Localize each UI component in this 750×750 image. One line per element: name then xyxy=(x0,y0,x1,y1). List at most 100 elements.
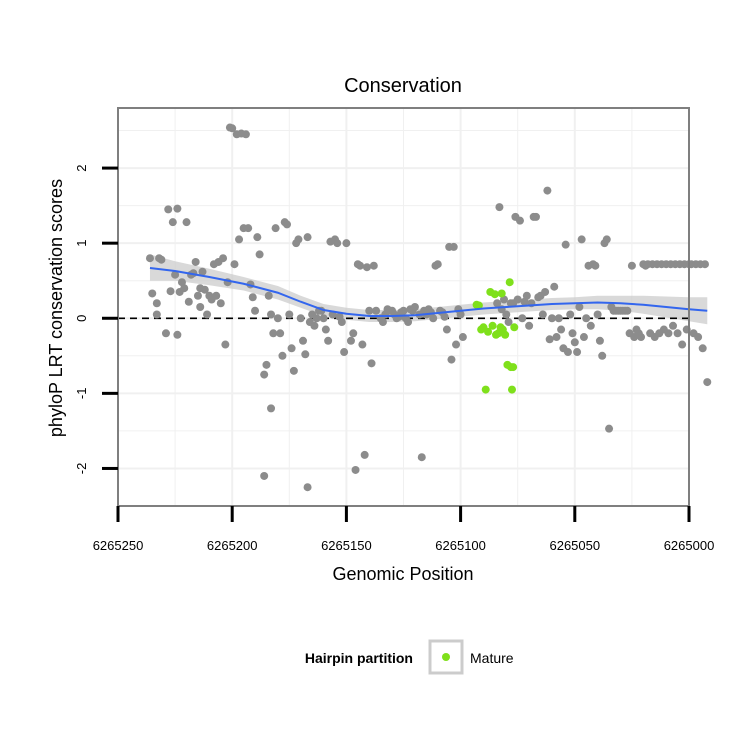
other-point xyxy=(212,291,221,300)
other-point xyxy=(296,314,305,323)
other-point xyxy=(294,235,303,244)
other-point xyxy=(182,218,191,227)
other-point xyxy=(299,336,308,345)
data-points xyxy=(145,123,712,492)
other-point xyxy=(541,287,550,296)
mature-point xyxy=(509,363,518,372)
mature-point xyxy=(501,330,510,339)
other-point xyxy=(452,340,461,349)
other-point xyxy=(173,330,182,339)
other-point xyxy=(273,314,282,323)
mature-point xyxy=(488,321,497,330)
other-point xyxy=(520,297,529,306)
other-point xyxy=(447,355,456,364)
other-point xyxy=(230,260,239,269)
other-point xyxy=(319,314,328,323)
other-point xyxy=(404,318,413,327)
other-point xyxy=(269,329,278,338)
other-point xyxy=(579,333,588,342)
other-point xyxy=(235,235,244,244)
other-point xyxy=(449,242,458,251)
other-point xyxy=(365,306,374,315)
other-point xyxy=(678,340,687,349)
other-point xyxy=(440,312,449,321)
other-point xyxy=(573,348,582,357)
other-point xyxy=(504,318,513,327)
other-point xyxy=(349,329,358,338)
x-tick-label: 6265000 xyxy=(664,538,715,553)
x-axis-label: Genomic Position xyxy=(332,564,473,584)
other-point xyxy=(267,310,276,319)
other-point xyxy=(513,295,522,304)
other-point xyxy=(378,318,387,327)
other-point xyxy=(561,240,570,249)
other-point xyxy=(563,348,572,357)
other-point xyxy=(522,291,531,300)
other-point xyxy=(543,186,552,195)
other-point xyxy=(203,310,212,319)
other-point xyxy=(552,333,561,342)
other-point xyxy=(575,303,584,311)
other-point xyxy=(337,318,346,327)
other-point xyxy=(148,289,157,298)
other-point xyxy=(193,291,202,300)
other-point xyxy=(145,254,154,263)
other-point xyxy=(602,235,611,244)
other-point xyxy=(301,350,310,359)
other-point xyxy=(303,483,312,492)
other-point xyxy=(255,250,264,259)
other-point xyxy=(253,233,262,242)
x-tick-label: 6265250 xyxy=(93,538,144,553)
y-tick-label: 0 xyxy=(74,315,89,322)
other-point xyxy=(171,270,180,279)
other-point xyxy=(152,299,161,308)
other-point xyxy=(221,340,230,349)
x-tick-label: 6265150 xyxy=(321,538,372,553)
other-point xyxy=(177,278,186,287)
chart-title: Conservation xyxy=(344,75,462,97)
other-point xyxy=(260,370,269,379)
other-point xyxy=(251,306,260,315)
other-point xyxy=(417,453,426,462)
x-tick-label: 6265100 xyxy=(435,538,486,553)
other-point xyxy=(598,351,607,360)
other-point xyxy=(502,310,511,319)
other-point xyxy=(698,344,707,353)
other-point xyxy=(595,336,604,345)
other-point xyxy=(340,348,349,357)
other-point xyxy=(586,321,595,330)
other-point xyxy=(518,314,527,323)
mature-point xyxy=(481,385,490,394)
other-point xyxy=(283,220,292,229)
plot-panel-border xyxy=(117,107,690,507)
mature-point xyxy=(505,278,514,287)
smooth-confidence-band xyxy=(149,254,708,325)
y-tick-label: 1 xyxy=(74,240,89,247)
other-point xyxy=(458,333,467,342)
other-point xyxy=(369,261,378,270)
y-tick-label: -1 xyxy=(74,388,89,400)
other-point xyxy=(568,329,577,338)
smooth-curve xyxy=(149,266,708,318)
other-point xyxy=(333,239,342,248)
other-point xyxy=(180,284,189,293)
other-point xyxy=(310,321,319,330)
other-point xyxy=(324,336,333,345)
other-point xyxy=(264,291,273,300)
other-point xyxy=(276,329,285,338)
other-point xyxy=(228,124,237,133)
other-point xyxy=(605,424,614,433)
other-point xyxy=(278,351,287,360)
other-point xyxy=(262,360,271,369)
other-point xyxy=(495,203,504,212)
other-point xyxy=(198,267,207,276)
other-point xyxy=(346,336,355,345)
mature-point xyxy=(510,323,519,332)
other-point xyxy=(248,293,257,302)
y-tick-label: 2 xyxy=(74,164,89,171)
other-point xyxy=(173,204,182,213)
mature-point xyxy=(497,289,506,298)
other-point xyxy=(356,261,365,270)
other-point xyxy=(216,299,225,308)
x-axis: 6265250 6265200 6265150 6265100 6265050 62650… xyxy=(93,506,715,553)
